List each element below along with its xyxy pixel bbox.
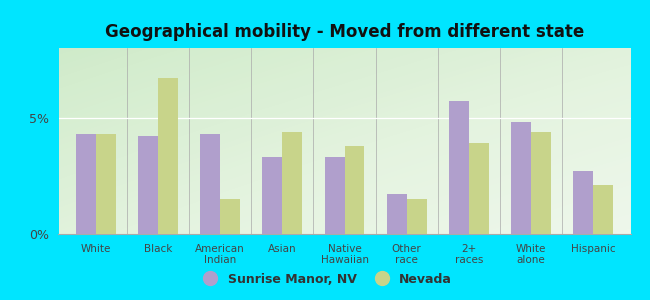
Bar <box>573 171 593 234</box>
Bar <box>220 199 240 234</box>
Bar <box>407 199 426 234</box>
Bar <box>263 157 282 234</box>
Bar <box>138 136 158 234</box>
Bar <box>387 194 407 234</box>
Bar <box>324 157 345 234</box>
Bar <box>469 143 489 234</box>
Bar <box>200 134 220 234</box>
Bar <box>76 134 96 234</box>
Bar <box>449 101 469 234</box>
Bar <box>593 185 613 234</box>
Legend: Sunrise Manor, NV, Nevada: Sunrise Manor, NV, Nevada <box>193 268 457 291</box>
Title: Geographical mobility - Moved from different state: Geographical mobility - Moved from diffe… <box>105 23 584 41</box>
Bar <box>96 134 116 234</box>
Bar <box>344 146 365 234</box>
Bar <box>511 122 531 234</box>
Bar <box>531 132 551 234</box>
Bar <box>158 78 178 234</box>
Bar <box>282 132 302 234</box>
